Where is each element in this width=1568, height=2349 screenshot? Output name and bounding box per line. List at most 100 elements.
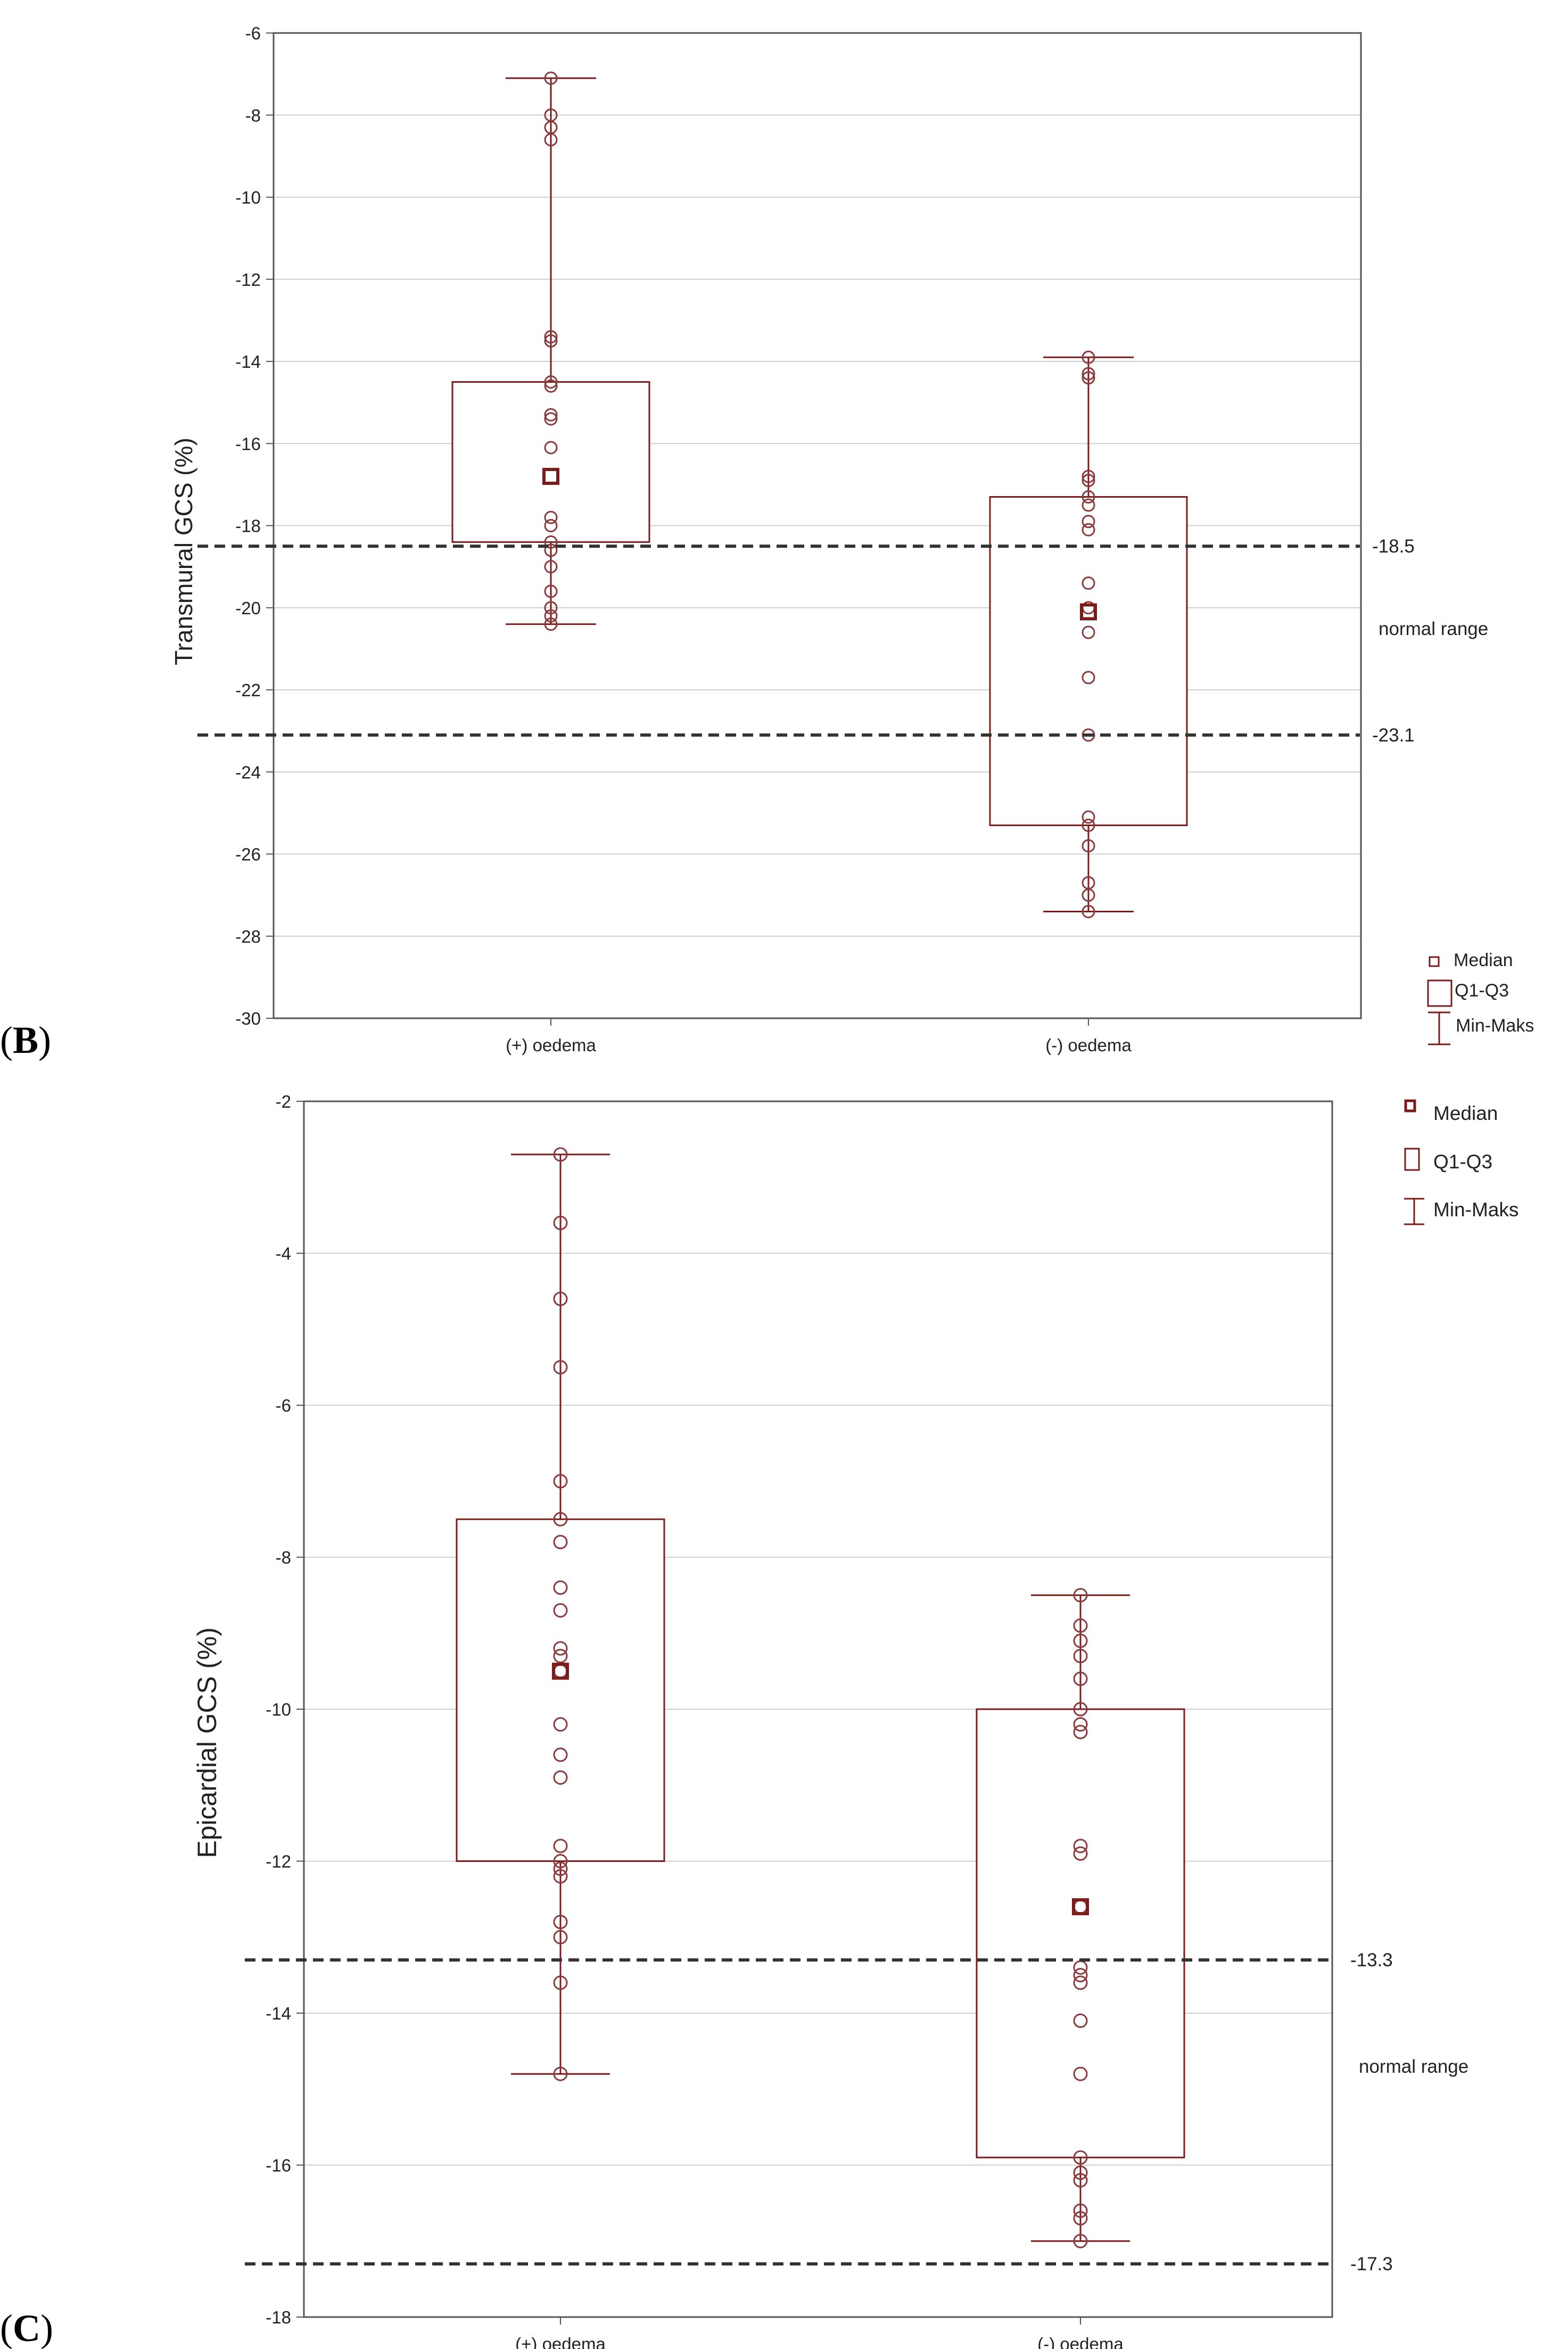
reference-line-label: -13.3 [1350,1950,1393,1971]
data-point [544,412,558,426]
panel-label-c: (C) [0,2307,53,2349]
median-marker [552,1662,569,1680]
y-tick-label: -14 [235,352,261,372]
data-point [1082,671,1095,685]
data-point [553,1360,568,1375]
reference-line-label: -18.5 [1372,536,1415,557]
data-point [1073,1649,1088,1663]
data-point [544,560,558,574]
y-tick-label: -6 [276,1396,291,1415]
data-point [1082,839,1095,853]
data-point [544,519,558,532]
y-tick-label: -24 [235,762,261,782]
legend-range-marker [1404,1198,1424,1225]
data-point [553,1861,568,1876]
y-tick-label: -10 [266,1700,291,1719]
data-point [1073,1702,1088,1717]
normal-range-label: normal range [1359,2056,1468,2077]
legend-iqr-marker [1427,979,1453,1007]
data-point [1082,371,1095,385]
legend-c: Median Q1-Q3 Min-Maks [1404,1099,1519,1225]
data-point [1073,2013,1088,2028]
data-point [1082,810,1095,824]
chart-b: -6 -8 -10 -12 -14 -16 -18 -20 -22 -24 -26 -28 -30 (+)… [197,23,1488,1055]
data-point [1073,1634,1088,1649]
data-point [544,71,558,85]
data-point [553,2066,568,2081]
data-point [544,408,558,422]
legend-b: Median Q1-Q3 Min-Maks [1427,950,1534,1045]
data-point [553,1839,568,1853]
median-marker [542,467,559,485]
data-point [1082,523,1095,537]
legend-range-marker [1428,1011,1450,1045]
legend-iqr-marker [1404,1148,1420,1171]
data-point [553,1474,568,1489]
data-point [1082,490,1095,504]
data-point [553,1930,568,1944]
y-tick-label: -18 [266,2307,291,2327]
median-marker [1080,603,1097,621]
y-tick-label: -16 [266,2156,291,2175]
data-point [544,617,558,631]
data-point [1073,2233,1088,2248]
data-point [544,441,558,455]
legend-iqr-label: Q1-Q3 [1433,1151,1492,1173]
y-tick-label: -30 [235,1009,261,1028]
data-point [553,1770,568,1785]
iqr-box [976,1708,1185,2158]
data-point [544,584,558,598]
y-tick-label: -26 [235,845,261,864]
data-point [553,1147,568,1162]
y-axis-title-c: Epicardial GCS (%) [192,1627,222,1858]
data-point [1082,625,1095,639]
data-point [544,601,558,615]
legend-median-marker [1404,1099,1416,1112]
data-point [544,543,558,557]
y-tick-label: -8 [245,105,261,125]
y-axis-title-b: Transmural GCS (%) [170,438,197,665]
legend-iqr-label: Q1-Q3 [1455,980,1509,1001]
data-point [553,1641,568,1656]
data-point [1073,2150,1088,2165]
y-tick-label: -28 [235,927,261,946]
plot-frame [273,32,1362,1019]
data-point [1073,1839,1088,1853]
y-tick-label: -18 [235,516,261,536]
data-point [1073,1588,1088,1603]
data-point [1073,1618,1088,1633]
y-tick-label: -4 [276,1244,291,1264]
x-tick-label: (-) oedema [1045,1035,1132,1055]
data-point [1082,515,1095,529]
x-tick-label: (+) oedema [515,2334,606,2349]
y-tick-label: -6 [245,23,261,43]
data-point [1073,2173,1088,2188]
data-point [1073,2066,1088,2081]
data-point [544,609,558,623]
data-point [553,1915,568,1930]
y-tick-label: -20 [235,598,261,618]
median-marker [1072,1898,1089,1916]
data-point [1073,1725,1088,1740]
data-point [1082,474,1095,488]
data-point [1073,2165,1088,2180]
data-point [544,334,558,348]
data-point [544,379,558,393]
data-point [1082,728,1095,742]
data-point [1073,2211,1088,2226]
legend-median-label: Median [1433,1102,1498,1124]
data-point [1082,350,1095,364]
data-point [1073,1968,1088,1983]
data-point [553,1869,568,1884]
plot-frame [303,1100,1333,2318]
data-point [553,1512,568,1527]
legend-median-marker [1429,956,1440,967]
iqr-box [451,381,650,543]
y-tick-label: -12 [266,1852,291,1872]
iqr-box [456,1518,665,1862]
data-point [544,535,558,549]
data-point [544,133,558,147]
reference-line-label: -23.1 [1372,725,1415,746]
data-point [1082,819,1095,833]
